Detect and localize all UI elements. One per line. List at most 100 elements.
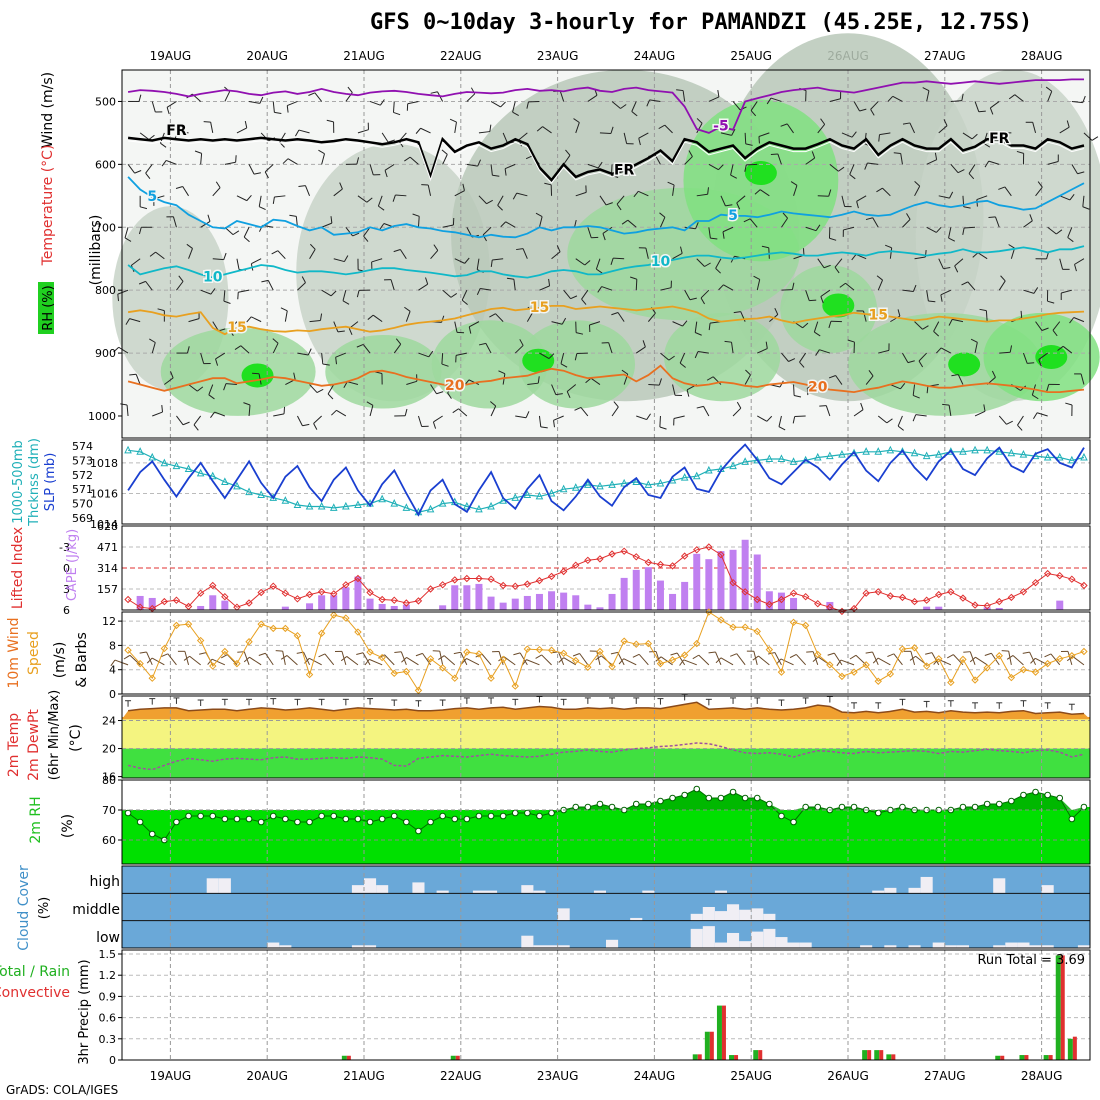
- cloud-cover-bar-high: [593, 890, 606, 894]
- upper-wind-barb: [280, 307, 288, 322]
- upper-wind-barb: [539, 352, 555, 360]
- upper-wind-barb-feather: [814, 331, 821, 337]
- upper-wind-barb: [694, 321, 702, 336]
- rh-marker: [487, 812, 495, 820]
- upper-wind-barb-feather: [717, 89, 720, 98]
- upper-wind-barb-staff: [1047, 161, 1059, 165]
- lifted-index-marker: [886, 592, 895, 600]
- upper-wind-barb: [673, 415, 685, 426]
- date-label-bottom: 19AUG: [150, 1069, 192, 1083]
- surface-wind-barb: [789, 653, 807, 666]
- upper-wind-barb: [294, 129, 310, 137]
- upper-wind-barb-staff: [526, 311, 534, 322]
- upper-wind-barb-staff: [1035, 321, 1043, 331]
- upper-wind-barb-staff: [377, 195, 383, 207]
- rh-marker: [717, 794, 725, 802]
- surface-wind-barb-feather: [969, 656, 976, 663]
- date-label-top: 24AUG: [634, 49, 676, 63]
- thickness-tick-label: 571: [72, 483, 93, 496]
- surface-wind-barb-staff: [481, 653, 492, 666]
- upper-wind-barb-feather: [1008, 94, 1016, 100]
- upper-wind-barb-feather: [646, 413, 651, 420]
- upper-wind-barb-feather: [347, 86, 353, 93]
- upper-wind-barb-feather: [1000, 275, 1006, 282]
- upper-wind-barb: [684, 150, 693, 165]
- slp-tick-label: 1016: [90, 487, 118, 500]
- surface-wind-barb-feather: [280, 655, 288, 660]
- upper-wind-barb-feather: [581, 298, 587, 305]
- upper-wind-barb-staff: [172, 216, 177, 228]
- upper-wind-barb-staff: [720, 195, 726, 207]
- upper-wind-barb: [633, 190, 649, 198]
- upper-wind-barb: [210, 411, 226, 418]
- cloud-cover-bar-high: [714, 890, 727, 894]
- upper-wind-barb-feather: [134, 170, 142, 174]
- upper-wind-barb: [194, 150, 203, 165]
- upper-wind-barb-feather: [1038, 359, 1042, 367]
- upper-wind-barb-feather: [356, 157, 360, 165]
- upper-wind-barb: [1074, 258, 1085, 272]
- upper-wind-barb-feather: [724, 340, 732, 343]
- upper-wind-barb: [926, 152, 938, 165]
- upper-wind-barb-feather: [498, 370, 506, 375]
- upper-wind-barb-staff: [758, 132, 770, 137]
- cape-bar: [790, 597, 798, 610]
- upper-wind-barb: [563, 289, 578, 300]
- upper-wind-barb: [366, 401, 374, 417]
- lifted-index-marker: [765, 600, 774, 609]
- upper-wind-barb: [125, 318, 141, 325]
- upper-wind-barb-feather: [570, 295, 578, 300]
- upper-wind-barb-feather: [659, 426, 667, 430]
- upper-wind-barb: [342, 290, 350, 305]
- cloud-cover-bar-high: [872, 890, 885, 894]
- upper-wind-barb-staff: [672, 321, 683, 327]
- cloud-cover-bar-low: [751, 931, 764, 948]
- surface-wind-barb-feather: [1022, 651, 1030, 654]
- upper-wind-barb-staff: [287, 100, 298, 107]
- surface-wind-barb: [318, 653, 335, 666]
- wind-speed-marker: [1019, 665, 1028, 674]
- rh-marker: [233, 815, 241, 823]
- upper-wind-barb-feather: [337, 330, 345, 333]
- upper-wind-barb-feather: [366, 197, 373, 203]
- upper-wind-barb-staff: [659, 415, 661, 427]
- upper-wind-barb-staff: [392, 101, 395, 113]
- lifted-index-marker: [862, 589, 870, 597]
- cloud-cover-bar-middle: [630, 917, 643, 921]
- upper-wind-barb-feather: [500, 101, 506, 108]
- upper-wind-barb-feather: [149, 338, 156, 343]
- temp-contour-20: [127, 364, 1085, 394]
- upper-wind-barb: [684, 222, 699, 230]
- upper-wind-barb: [865, 217, 879, 228]
- cape-bar: [402, 604, 410, 610]
- upper-wind-barb-feather: [851, 254, 857, 261]
- upper-wind-barb-feather: [149, 251, 156, 257]
- upper-wind-barb-feather: [849, 174, 856, 180]
- upper-wind-barb: [504, 163, 516, 176]
- upper-wind-barb-staff: [466, 163, 478, 167]
- upper-wind-barb: [551, 245, 561, 260]
- upper-wind-barb-staff: [514, 345, 524, 354]
- thickness-marker: [656, 478, 665, 487]
- cloud-cover-bar-low: [775, 937, 788, 948]
- cape-bar: [463, 585, 471, 610]
- upper-wind-barb: [757, 341, 768, 354]
- upper-wind-barb: [369, 164, 381, 176]
- upper-wind-barb-feather: [246, 316, 252, 323]
- upper-wind-barb-staff: [454, 258, 465, 264]
- cape-bar: [342, 587, 350, 610]
- upper-wind-barb: [616, 195, 625, 211]
- upper-wind-barb-staff: [744, 374, 751, 385]
- upper-wind-barb-feather: [949, 191, 954, 199]
- upper-wind-barb-feather: [161, 405, 164, 413]
- surface-wind-barb-staff: [557, 651, 565, 666]
- upper-wind-barb-staff: [469, 321, 480, 328]
- upper-wind-barb: [781, 282, 795, 291]
- upper-wind-barb: [659, 415, 667, 430]
- precip-total-bar: [995, 1055, 1001, 1060]
- upper-wind-barb-staff: [430, 250, 439, 260]
- upper-wind-barb: [817, 118, 826, 134]
- upper-wind-barb-staff: [155, 251, 165, 260]
- lifted-index-marker: [209, 581, 217, 590]
- upper-wind-barb: [367, 314, 383, 323]
